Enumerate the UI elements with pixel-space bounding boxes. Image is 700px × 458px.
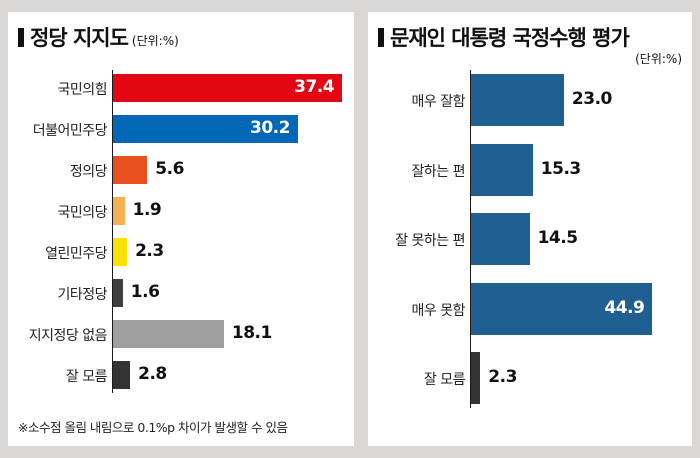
value-label: 2.3 — [488, 367, 517, 387]
bar — [113, 320, 224, 348]
rounding-note: ※소수점 올림 내림으로 0.1%p 차이가 발생할 수 있음 — [18, 420, 288, 435]
category-label: 잘하는 편 — [411, 163, 466, 180]
value-label: 23.0 — [571, 89, 612, 109]
category-label: 지지정당 없음 — [28, 328, 108, 344]
category-label: 잘 모름 — [423, 372, 466, 388]
category-label: 열린민주당 — [45, 246, 107, 262]
approval-title-text: 문재인 대통령 국정수행 평가 — [390, 26, 630, 50]
bar — [113, 279, 123, 307]
bar — [113, 74, 343, 102]
party-support-title-text: 정당 지지도 — [30, 26, 129, 50]
category-label: 국민의힘 — [57, 82, 107, 98]
bar — [113, 238, 128, 266]
approval-title: 문재인 대통령 국정수행 평가 — [378, 22, 630, 52]
category-label: 매우 못함 — [411, 302, 466, 319]
value-label: 30.2 — [250, 118, 290, 138]
chart-axis — [112, 70, 113, 393]
approval-unit: (단위:%) — [635, 52, 682, 66]
bar — [471, 282, 653, 335]
party-support-title: 정당 지지도 (단위:%) — [18, 22, 179, 52]
category-label: 국민의당 — [57, 205, 107, 221]
bar — [471, 213, 530, 265]
value-label: 1.6 — [130, 282, 160, 302]
value-label: 5.6 — [155, 159, 184, 179]
category-label: 더불어민주당 — [32, 123, 108, 139]
bar — [113, 115, 298, 143]
title-bullet-icon — [18, 28, 24, 47]
bar — [113, 156, 148, 184]
value-label: 1.9 — [132, 200, 162, 220]
party-support-unit: (단위:%) — [131, 34, 179, 48]
category-label: 잘 못하는 편 — [395, 233, 465, 249]
value-label: 14.5 — [537, 228, 578, 248]
value-label: 37.4 — [294, 77, 335, 97]
value-label: 15.3 — [540, 158, 581, 179]
bar — [113, 197, 125, 225]
category-label: 기타정당 — [57, 287, 107, 303]
value-label: 2.8 — [138, 364, 167, 384]
bar — [471, 352, 481, 404]
bar — [113, 361, 131, 389]
approval-panel: 문재인 대통령 국정수행 평가 (단위:%) 매우 잘함 23.0 잘하는 편 15.… — [368, 12, 692, 446]
title-bullet-icon — [378, 28, 384, 47]
chart-axis — [470, 70, 471, 408]
bar — [471, 143, 533, 196]
value-label: 44.9 — [604, 297, 645, 318]
category-label: 정의당 — [69, 164, 108, 180]
party-support-panel: 정당 지지도 (단위:%) ※소수점 올림 내림으로 0.1%p 차이가 발생할 … — [8, 12, 354, 446]
bar — [471, 74, 564, 126]
value-label: 2.3 — [135, 241, 164, 261]
category-label: 매우 잘함 — [411, 94, 466, 110]
value-label: 18.1 — [231, 323, 272, 343]
category-label: 잘 모름 — [65, 369, 108, 385]
